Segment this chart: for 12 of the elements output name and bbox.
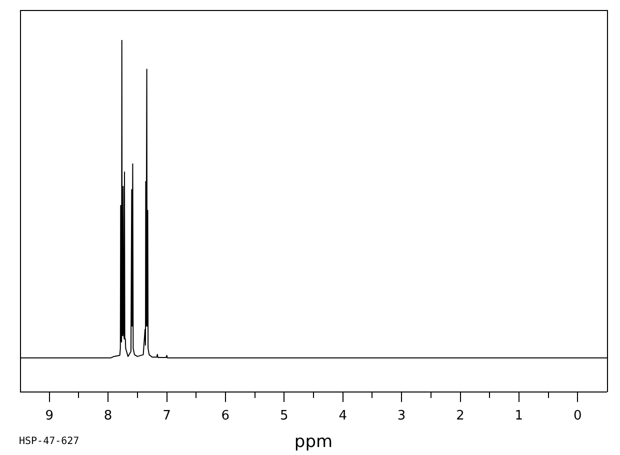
x-tick-label: 9	[45, 408, 54, 424]
x-tick-label: 2	[456, 408, 464, 424]
x-tick-label: 3	[397, 408, 406, 424]
x-tick-label: 8	[104, 408, 112, 424]
x-tick-label: 5	[280, 408, 288, 424]
x-tick-label: 7	[162, 408, 171, 424]
x-tick-label: 1	[514, 408, 524, 424]
text: HSP-47-627	[19, 436, 80, 447]
x-tick-label: 6	[221, 408, 230, 424]
x-tick-label: 4	[338, 408, 347, 424]
x-axis-title: ppm	[294, 432, 333, 452]
x-tick-label: 0	[574, 408, 582, 424]
